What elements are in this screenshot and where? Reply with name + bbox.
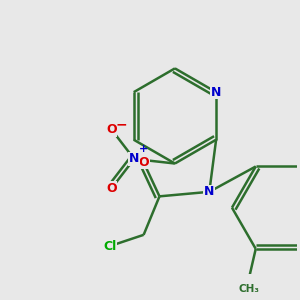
Text: O: O [106,123,117,136]
Text: Cl: Cl [103,240,116,253]
Text: O: O [106,182,117,195]
Text: N: N [129,152,139,166]
Text: N: N [211,86,221,99]
Text: +: + [139,144,148,154]
Text: N: N [204,185,214,198]
Text: CH₃: CH₃ [238,284,260,294]
Text: −: − [116,117,127,131]
Text: O: O [138,156,149,169]
